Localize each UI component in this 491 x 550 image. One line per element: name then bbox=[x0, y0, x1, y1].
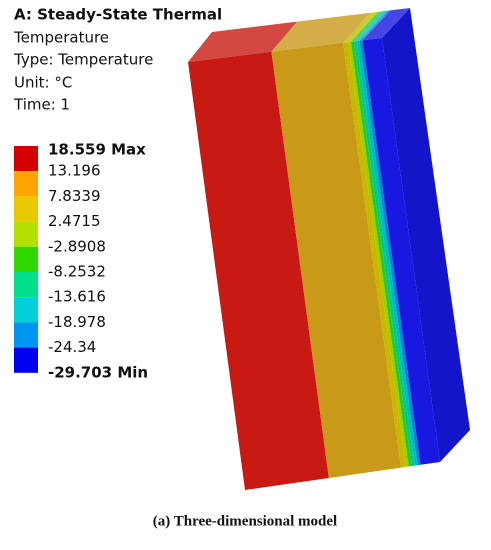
legend-swatch bbox=[14, 347, 38, 373]
legend-swatch bbox=[14, 146, 38, 172]
legend-swatch bbox=[14, 171, 38, 197]
legend-label: -13.616 bbox=[48, 288, 106, 306]
front-band bbox=[348, 41, 409, 467]
legend-swatch bbox=[14, 196, 38, 222]
legend-swatch bbox=[14, 272, 38, 298]
front-band bbox=[188, 51, 329, 491]
legend-label: 7.8339 bbox=[48, 187, 101, 205]
front-band bbox=[359, 40, 421, 466]
model-3d bbox=[188, 8, 470, 491]
legend-label: 13.196 bbox=[48, 162, 101, 180]
legend-swatch bbox=[14, 246, 38, 272]
result-line: Unit: °C bbox=[14, 74, 72, 92]
side-face bbox=[382, 8, 470, 462]
legend-label: 18.559 Max bbox=[48, 141, 146, 159]
front-band bbox=[350, 41, 412, 467]
result-line: Time: 1 bbox=[13, 96, 70, 114]
top-band bbox=[343, 12, 376, 43]
top-band bbox=[348, 11, 379, 43]
legend-label: -18.978 bbox=[48, 313, 106, 331]
top-band bbox=[356, 10, 388, 42]
legend-label: -29.703 Min bbox=[48, 363, 148, 381]
legend-label: 2.4715 bbox=[48, 212, 101, 230]
front-band bbox=[271, 42, 401, 478]
top-band bbox=[359, 10, 391, 41]
result-line: Type: Temperature bbox=[13, 51, 153, 69]
top-band bbox=[350, 11, 382, 42]
legend-label: -8.2532 bbox=[48, 263, 106, 281]
legend-label: -2.8908 bbox=[48, 237, 106, 255]
legend-swatch bbox=[14, 221, 38, 247]
front-band bbox=[343, 42, 406, 468]
top-band bbox=[271, 12, 371, 52]
front-band bbox=[356, 40, 418, 466]
front-band bbox=[353, 41, 415, 467]
legend-swatch bbox=[14, 297, 38, 323]
top-band bbox=[188, 21, 298, 62]
top-band bbox=[353, 11, 385, 42]
legend-label: -24.34 bbox=[48, 338, 96, 356]
legend: 18.559 Max 13.196 7.8339 2.4715 -2.8908 -8.25… bbox=[14, 141, 148, 381]
result-line: Temperature bbox=[13, 29, 109, 47]
caption: (a) Three-dimensional model bbox=[153, 513, 337, 529]
top-band bbox=[362, 8, 410, 41]
result-title: A: Steady-State Thermal bbox=[14, 6, 222, 24]
front-band bbox=[362, 38, 440, 465]
legend-swatch bbox=[14, 322, 38, 348]
